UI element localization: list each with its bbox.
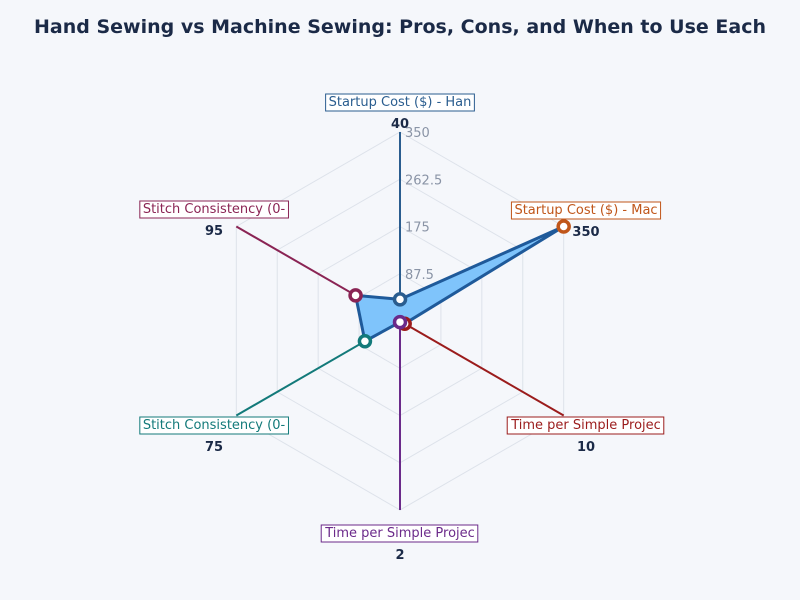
axis-label: Startup Cost ($) - Han <box>329 95 472 110</box>
value-label: 2 <box>395 548 404 563</box>
data-point <box>392 314 408 330</box>
axis-label: Stitch Consistency (0- <box>143 418 286 433</box>
axis-label: Stitch Consistency (0- <box>143 202 286 217</box>
axis-label-box <box>506 416 665 435</box>
value-label: 10 <box>577 440 595 455</box>
value-label: 95 <box>205 224 223 239</box>
axis-line <box>399 320 565 417</box>
chart-title: Hand Sewing vs Machine Sewing: Pros, Con… <box>34 16 766 38</box>
radial-tick-label: 350 <box>405 126 430 141</box>
axis-label: Startup Cost ($) - Mac <box>514 203 657 218</box>
axis-label: Time per Simple Projec <box>324 526 475 541</box>
radial-tick-label: 175 <box>405 221 430 236</box>
data-point <box>392 292 408 307</box>
value-label: 350 <box>572 225 599 240</box>
data-point <box>357 334 373 349</box>
data-point <box>348 288 363 303</box>
data-area <box>354 225 566 343</box>
axis-label-box <box>510 201 662 220</box>
value-label: 75 <box>205 440 223 455</box>
axis-label-box <box>139 416 289 435</box>
axis-label-box <box>320 524 479 543</box>
data-point <box>556 219 571 234</box>
axis-label: Time per Simple Projec <box>510 418 661 433</box>
radial-tick-label: 87.5 <box>405 268 434 283</box>
value-label: 40 <box>391 117 409 132</box>
axis-label-box <box>139 200 289 219</box>
axis-label-box <box>325 93 475 112</box>
radial-tick-label: 262.5 <box>405 173 442 188</box>
